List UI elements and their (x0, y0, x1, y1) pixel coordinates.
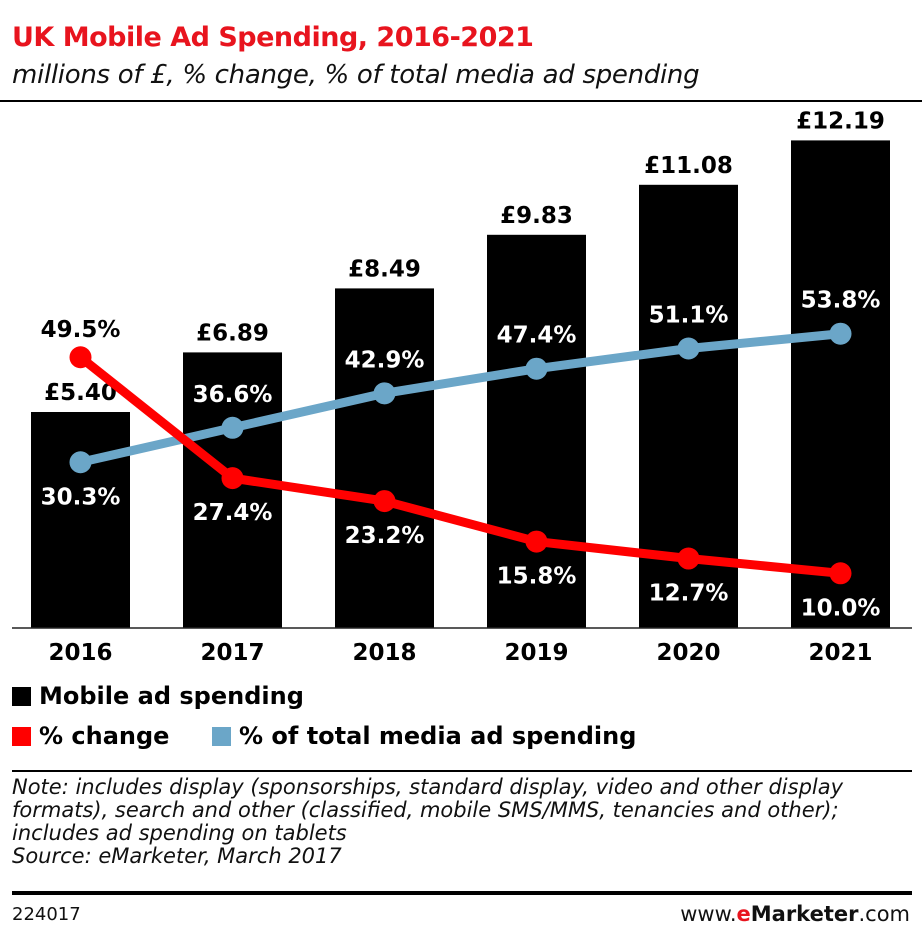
brand-suffix: .com (858, 902, 910, 926)
legend-label: Mobile ad spending (39, 682, 304, 710)
legend-label: % of total media ad spending (239, 722, 637, 750)
chart-id: 224017 (12, 904, 81, 925)
point-change-2018 (373, 490, 396, 513)
note-text: Note: includes display (sponsorships, st… (12, 775, 844, 845)
brand-e: e (736, 902, 751, 926)
legend-swatch-red (12, 726, 31, 746)
legend-swatch-black (12, 686, 31, 706)
change-label-2021: 10.0% (801, 595, 881, 621)
note-rule (12, 770, 912, 772)
point-change-2019 (525, 530, 548, 553)
point-share-2021 (829, 322, 852, 345)
legend-item-bars: Mobile ad spending (12, 682, 304, 710)
chart-plot: £5.40 2016 £6.89 2017 £8.49 2018 £9.83 2019 £11.… (12, 108, 912, 666)
share-label-2021: 53.8% (801, 288, 881, 314)
change-label-2020: 12.7% (649, 581, 729, 607)
bar-2016 (31, 412, 130, 628)
bar-label-2016: £5.40 (44, 380, 117, 406)
point-share-2019 (525, 357, 548, 380)
bar-label-2019: £9.83 (500, 203, 573, 229)
point-share-2017 (221, 416, 244, 439)
brand-prefix: www. (680, 902, 737, 926)
x-tick-2020: 2020 (656, 640, 720, 666)
change-label-2019: 15.8% (497, 564, 577, 590)
legend-item-change: % change (12, 722, 169, 750)
x-tick-2016: 2016 (48, 640, 112, 666)
bottom-rule (12, 891, 912, 895)
share-label-2018: 42.9% (345, 347, 425, 373)
chart-subtitle: millions of £, % change, % of total medi… (12, 60, 700, 90)
change-label-2016: 49.5% (41, 317, 121, 343)
x-tick-2017: 2017 (200, 640, 264, 666)
point-change-2016 (69, 346, 92, 369)
line-share (79, 329, 841, 467)
bar-label-2017: £6.89 (196, 320, 269, 346)
share-label-2017: 36.6% (193, 382, 273, 408)
change-label-2018: 23.2% (345, 523, 425, 549)
legend-item-share: % of total media ad spending (212, 722, 636, 750)
bar-label-2020: £11.08 (644, 153, 733, 179)
share-label-2019: 47.4% (497, 323, 577, 349)
point-change-2020 (677, 547, 700, 570)
chart-title: UK Mobile Ad Spending, 2016-2021 (12, 22, 534, 53)
change-label-2017: 27.4% (193, 500, 273, 526)
point-share-2016 (69, 451, 92, 474)
bar-2021 (791, 140, 890, 628)
point-change-2021 (829, 562, 852, 585)
x-tick-2018: 2018 (352, 640, 416, 666)
note-block: Note: includes display (sponsorships, st… (12, 776, 912, 868)
point-share-2020 (677, 337, 700, 360)
point-change-2017 (221, 467, 244, 490)
legend-label: % change (39, 722, 170, 750)
x-tick-2019: 2019 (504, 640, 568, 666)
share-label-2016: 30.3% (41, 484, 121, 510)
x-tick-2021: 2021 (808, 640, 872, 666)
bar-2017 (183, 352, 282, 628)
top-rule (0, 100, 922, 102)
point-share-2018 (373, 382, 396, 405)
line-change (77, 353, 841, 578)
brand-name: Marketer (750, 902, 859, 926)
source-text: Source: eMarketer, March 2017 (12, 844, 342, 868)
bar-2019 (487, 234, 586, 629)
legend-swatch-blue (212, 726, 231, 746)
brand-logo: www.eMarketer.com (680, 902, 910, 926)
share-label-2020: 51.1% (649, 302, 729, 328)
bar-label-2021: £12.19 (796, 108, 885, 134)
bar-2018 (335, 288, 434, 628)
bar-label-2018: £8.49 (348, 256, 421, 282)
